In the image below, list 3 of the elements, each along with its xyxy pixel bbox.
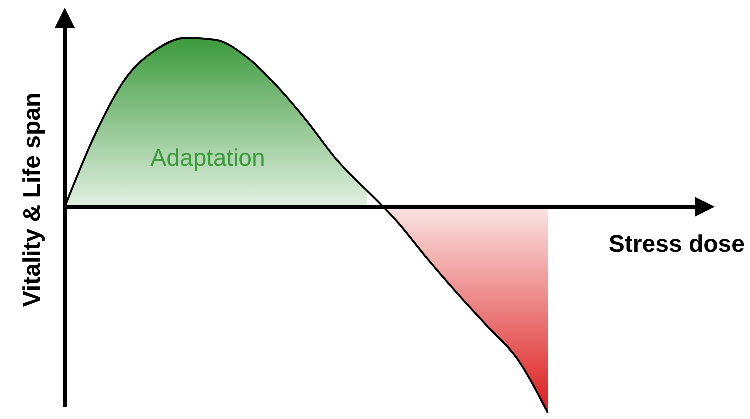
annotation: Adaptation: [150, 145, 266, 172]
x-axis-title: Stress dose: [608, 231, 745, 258]
y-axis-title: Vitality & Life span: [19, 92, 46, 308]
